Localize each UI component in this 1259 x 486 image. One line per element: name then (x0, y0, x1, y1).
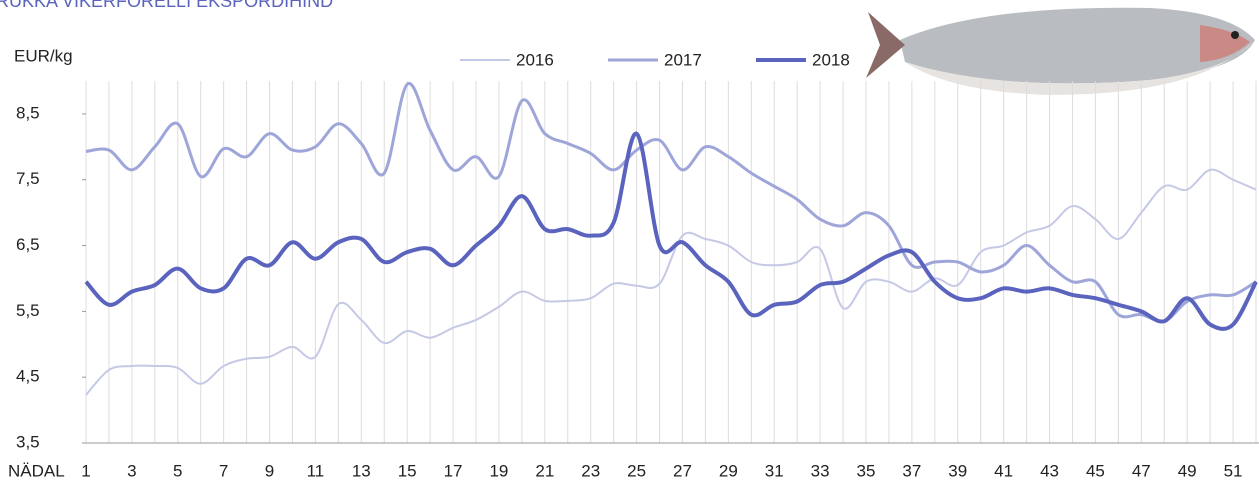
x-tick-label: 25 (627, 461, 646, 480)
series-line (84, 131, 1258, 331)
x-tick-label: 17 (444, 461, 463, 480)
x-axis-label: NÄDAL (8, 461, 65, 480)
x-tick-label: 43 (1040, 461, 1059, 480)
y-tick-label: 4,5 (16, 367, 40, 386)
x-tick-label: 37 (902, 461, 921, 480)
y-tick-label: 6,5 (16, 235, 40, 254)
series-line (85, 82, 1257, 324)
y-tick-label: 3,5 (16, 432, 40, 451)
x-tick-label: 41 (994, 461, 1013, 480)
x-tick-label: 19 (489, 461, 508, 480)
y-axis-label: EUR/kg (14, 46, 73, 65)
x-tick-label: 35 (857, 461, 876, 480)
x-tick-label: 31 (765, 461, 784, 480)
x-tick-label: 49 (1178, 461, 1197, 480)
legend-label: 2017 (664, 50, 702, 69)
series-line (85, 168, 1257, 396)
legend-label: 2018 (812, 50, 850, 69)
x-tick-label: 39 (948, 461, 967, 480)
x-tick-label: 45 (1086, 461, 1105, 480)
y-tick-label: 8,5 (16, 103, 40, 122)
y-tick-label: 7,5 (16, 169, 40, 188)
y-tick-label: 5,5 (16, 301, 40, 320)
x-tick-label: 11 (307, 461, 325, 480)
x-tick-label: 1 (81, 461, 90, 480)
chart-title: RUKKA VIKERFORELLI EKSPORDIHIND (0, 0, 333, 11)
x-tick-label: 33 (811, 461, 830, 480)
x-tick-label: 47 (1132, 461, 1151, 480)
x-tick-label: 21 (535, 461, 554, 480)
x-tick-label: 3 (127, 461, 136, 480)
x-tick-label: 9 (265, 461, 274, 480)
fish-illustration (866, 7, 1255, 95)
x-tick-label: 27 (673, 461, 692, 480)
x-tick-label: 5 (173, 461, 182, 480)
x-tick-label: 13 (352, 461, 371, 480)
x-tick-label: 15 (398, 461, 417, 480)
x-tick-label: 23 (581, 461, 600, 480)
x-tick-label: 29 (719, 461, 738, 480)
x-tick-label: 7 (219, 461, 228, 480)
legend-label: 2016 (516, 50, 554, 69)
x-tick-label: 51 (1224, 461, 1243, 480)
